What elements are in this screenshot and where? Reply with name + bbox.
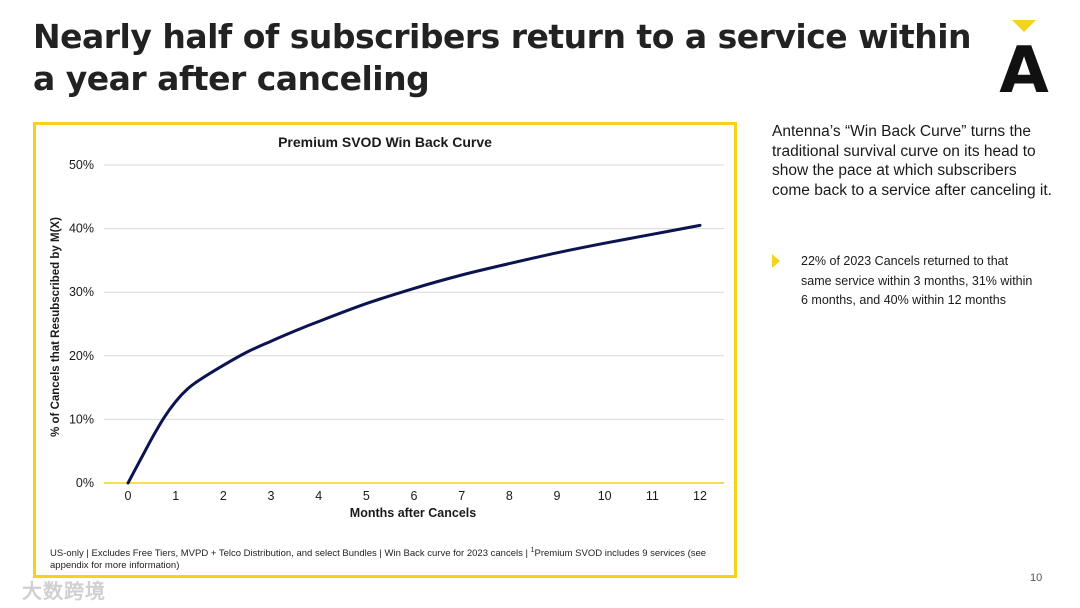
- x-tick-label: 5: [363, 489, 370, 503]
- page-number: 10: [1030, 572, 1043, 584]
- y-tick-label: 50%: [69, 158, 94, 172]
- y-tick-label: 0%: [76, 476, 94, 490]
- x-tick-label: 8: [506, 489, 513, 503]
- footnote-main: US-only | Excludes Free Tiers, MVPD + Te…: [50, 548, 531, 560]
- slide-title: Nearly half of subscribers return to a s…: [33, 17, 972, 98]
- x-tick-label: 0: [125, 489, 132, 503]
- chart-y-axis-label: % of Cancels that Resubscribed by M(X): [50, 217, 62, 437]
- watermark: 大数跨境: [22, 579, 106, 603]
- bullet-text: 22% of 2023 Cancels returned to that sam…: [801, 254, 1033, 307]
- chart-series: [126, 223, 702, 485]
- chart-panel: Premium SVOD Win Back Curve 0% 10% 20% 30% 4…: [33, 122, 737, 578]
- x-tick-label: 12: [693, 489, 707, 503]
- bullet-triangle-icon: [772, 254, 780, 268]
- y-tick-label: 30%: [69, 285, 94, 299]
- chart-footnote: US-only | Excludes Free Tiers, MVPD + Te…: [50, 545, 730, 572]
- x-tick-label: 1: [172, 489, 179, 503]
- chart-title: Premium SVOD Win Back Curve: [278, 134, 492, 150]
- footnote-sup: 1: [530, 547, 535, 554]
- antenna-logo-icon: A: [999, 20, 1049, 94]
- logo-letter: A: [999, 34, 1049, 94]
- x-tick-label: 3: [268, 489, 275, 503]
- y-tick-label: 40%: [69, 222, 94, 236]
- x-tick-label: 7: [458, 489, 465, 503]
- footnote-tail: Premium SVOD includes 9 services (see ap…: [50, 548, 707, 572]
- chart-y-axis: 0% 10% 20% 30% 40% 50%: [69, 158, 94, 490]
- y-tick-label: 10%: [69, 412, 94, 426]
- y-tick-label: 20%: [69, 349, 94, 363]
- series-line-premium-svod: [126, 223, 702, 485]
- chart-gridlines: [104, 164, 724, 484]
- x-tick-label: 11: [646, 489, 659, 503]
- intro-text: Antenna’s “Win Back Curve” turns the tra…: [772, 123, 1052, 199]
- chart-x-axis: 0 1 2 3 4 5 6 7 8 9 10 11 12: [125, 489, 707, 503]
- x-tick-label: 2: [220, 489, 227, 503]
- chart-x-axis-label: Months after Cancels: [350, 506, 476, 520]
- x-tick-label: 9: [554, 489, 561, 503]
- win-back-chart: Premium SVOD Win Back Curve 0% 10% 20% 30% 4…: [50, 134, 724, 520]
- x-tick-label: 4: [315, 489, 322, 503]
- x-tick-label: 6: [411, 489, 418, 503]
- x-tick-label: 10: [598, 489, 612, 503]
